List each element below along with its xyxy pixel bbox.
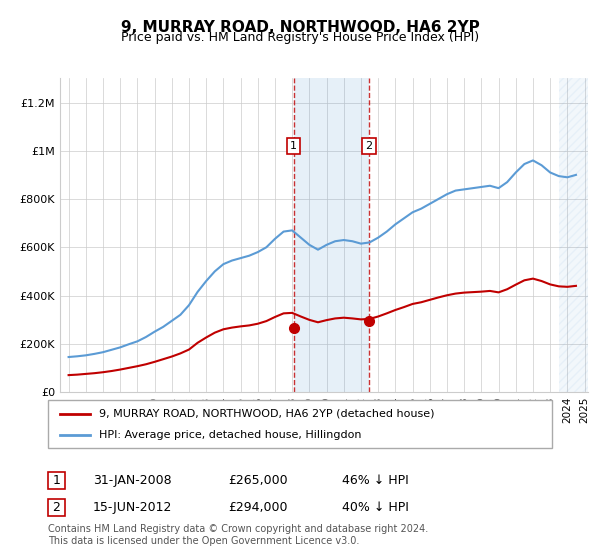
Text: HPI: Average price, detached house, Hillingdon: HPI: Average price, detached house, Hill… xyxy=(99,430,361,440)
Bar xyxy=(559,78,588,392)
Text: 31-JAN-2008: 31-JAN-2008 xyxy=(93,474,172,487)
Text: 1: 1 xyxy=(290,141,297,151)
Text: £294,000: £294,000 xyxy=(228,501,287,514)
Text: 1: 1 xyxy=(52,474,61,487)
Text: 9, MURRAY ROAD, NORTHWOOD, HA6 2YP (detached house): 9, MURRAY ROAD, NORTHWOOD, HA6 2YP (deta… xyxy=(99,409,434,419)
Text: 2: 2 xyxy=(365,141,373,151)
Text: 46% ↓ HPI: 46% ↓ HPI xyxy=(342,474,409,487)
Text: 40% ↓ HPI: 40% ↓ HPI xyxy=(342,501,409,514)
Text: 2: 2 xyxy=(52,501,61,514)
Text: 15-JUN-2012: 15-JUN-2012 xyxy=(93,501,172,514)
Text: Price paid vs. HM Land Registry's House Price Index (HPI): Price paid vs. HM Land Registry's House … xyxy=(121,31,479,44)
Text: £265,000: £265,000 xyxy=(228,474,287,487)
Text: Contains HM Land Registry data © Crown copyright and database right 2024.
This d: Contains HM Land Registry data © Crown c… xyxy=(48,524,428,546)
Bar xyxy=(293,78,369,392)
Text: 9, MURRAY ROAD, NORTHWOOD, HA6 2YP: 9, MURRAY ROAD, NORTHWOOD, HA6 2YP xyxy=(121,20,479,35)
